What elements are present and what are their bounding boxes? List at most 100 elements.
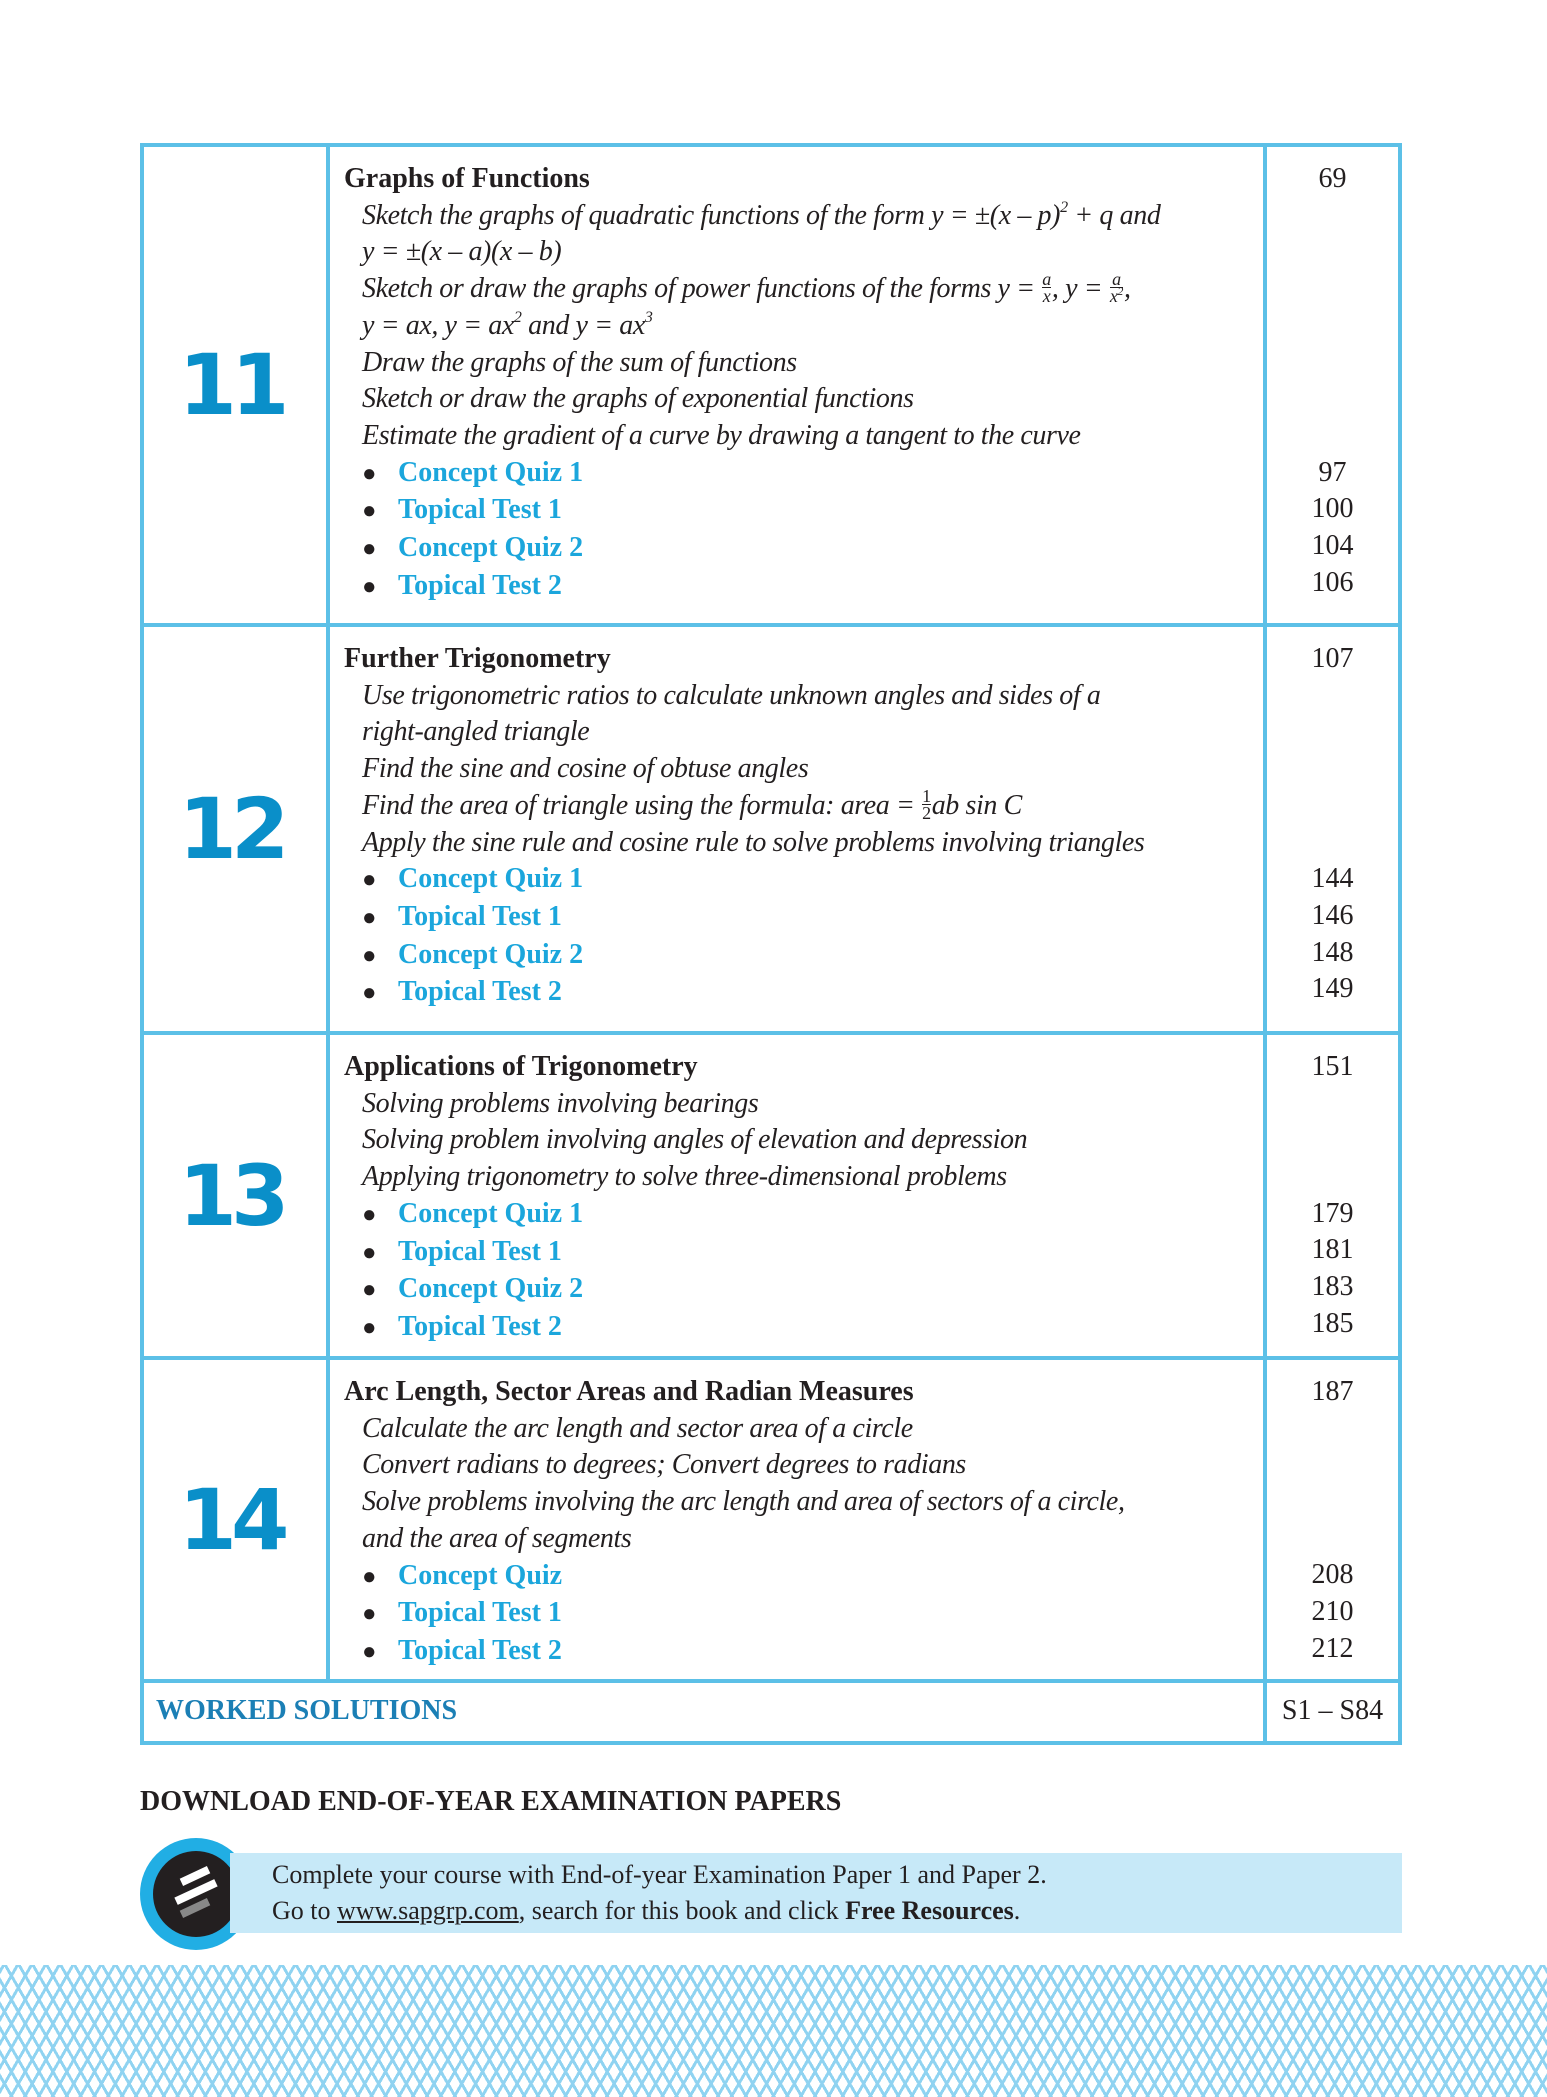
assessment-page: 179 [1311, 1197, 1354, 1229]
assessment-label: Concept Quiz 2 [398, 532, 584, 564]
free-resources-text: Free Resources [845, 1896, 1014, 1925]
assessment-page: 146 [1311, 899, 1354, 931]
middle-text: , search for this book and click [518, 1896, 846, 1925]
assessment-label: Topical Test 1 [398, 1235, 562, 1267]
chapter-page: 69 [1318, 163, 1347, 194]
objective: Calculate the arc length and sector area… [362, 1412, 913, 1444]
objective: y = ax, y = ax2 and y = ax3 [362, 308, 653, 341]
chapter-title[interactable]: Arc Length, Sector Areas and Radian Meas… [344, 1376, 914, 1407]
objective: Estimate the gradient of a curve by draw… [362, 419, 1081, 451]
assessment-link[interactable]: ● Topical Test 2 [344, 568, 1251, 606]
assessment-link[interactable]: ● Topical Test 1 [344, 899, 1251, 937]
assessment-page: 183 [1311, 1271, 1354, 1303]
chapter-number: 12 [144, 627, 330, 1031]
objective: Sketch or draw the graphs of exponential… [362, 383, 914, 415]
page-spacer [1267, 1447, 1398, 1484]
go-to-text: Go to [272, 1896, 337, 1925]
assessment-link[interactable]: ● Concept Quiz 1 [344, 455, 1251, 493]
assessment-link[interactable]: ● Concept Quiz 2 [344, 937, 1251, 975]
assessment-link[interactable]: ● Concept Quiz [344, 1558, 1251, 1596]
page-spacer [1267, 271, 1398, 308]
page-numbers: 107 144 146 148 149 [1267, 627, 1398, 1031]
assessment-page: 181 [1311, 1234, 1354, 1266]
page-spacer [1267, 1122, 1398, 1159]
website-link[interactable]: www.sapgrp.com [337, 1896, 519, 1925]
worked-solutions-row[interactable]: WORKED SOLUTIONS S1 – S84 [144, 1683, 1398, 1745]
objective: Find the sine and cosine of obtuse angle… [362, 753, 809, 785]
objective: Find the area of triangle using the form… [362, 785, 1022, 823]
bullet-icon: ● [362, 536, 377, 563]
assessment-page: 212 [1311, 1632, 1354, 1664]
page-spacer [1267, 1086, 1398, 1123]
assessment-page: 149 [1311, 973, 1354, 1005]
assessment-label: Topical Test 2 [398, 1310, 562, 1342]
objective: Use trigonometric ratios to calculate un… [362, 679, 1101, 711]
objective: Applying trigonometry to solve three-dim… [362, 1161, 1007, 1193]
assessment-label: Concept Quiz 1 [398, 1197, 584, 1229]
chapter-row-12: 12 Further Trigonometry Use trigonometric … [144, 627, 1398, 1035]
assessment-label: Concept Quiz 2 [398, 1273, 584, 1305]
assessment-page: 106 [1311, 566, 1354, 598]
assessment-page: 208 [1311, 1559, 1354, 1591]
end-text: . [1013, 1896, 1021, 1925]
assessment-link[interactable]: ● Topical Test 1 [344, 492, 1251, 530]
decorative-crosshatch-pattern [0, 1965, 1547, 2097]
chapter-row-11: 11 Graphs of Functions Sketch the graphs o… [144, 147, 1398, 627]
page-numbers: 187 208 210 212 [1267, 1360, 1398, 1679]
chapter-contents: Graphs of Functions Sketch the graphs of … [330, 147, 1267, 623]
page-spacer [1267, 308, 1398, 345]
page-spacer [1267, 344, 1398, 381]
bullet-icon: ● [362, 498, 377, 525]
page-spacer [1267, 824, 1398, 861]
objective: right-angled triangle [362, 716, 590, 748]
page-spacer [1267, 714, 1398, 751]
bullet-icon: ● [362, 980, 377, 1007]
objective: Apply the sine rule and cosine rule to s… [362, 826, 1145, 858]
fraction: a x2 [1109, 269, 1124, 307]
bullet-icon: ● [362, 1638, 377, 1665]
chapter-contents: Further Trigonometry Use trigonometric ra… [330, 627, 1267, 1031]
page-spacer [1267, 381, 1398, 418]
objective: y = ±(x – a)(x – b) [362, 236, 562, 268]
download-line-1: Complete your course with End-of-year Ex… [272, 1860, 1047, 1889]
assessment-link[interactable]: ● Concept Quiz 1 [344, 861, 1251, 899]
objective: and the area of segments [362, 1522, 632, 1554]
download-heading: DOWNLOAD END-OF-YEAR EXAMINATION PAPERS [140, 1786, 842, 1817]
assessment-label: Concept Quiz 2 [398, 938, 584, 970]
page-spacer [1267, 1159, 1398, 1196]
objective: Solving problems involving bearings [362, 1087, 759, 1119]
bullet-icon: ● [362, 1239, 377, 1266]
chapter-page: 151 [1311, 1051, 1354, 1082]
assessment-label: Topical Test 1 [398, 900, 562, 932]
page-spacer [1267, 1521, 1398, 1558]
chapter-title[interactable]: Graphs of Functions [344, 163, 590, 194]
bullet-icon: ● [362, 573, 377, 600]
page-spacer [1267, 234, 1398, 271]
assessment-link[interactable]: ● Topical Test 2 [344, 1633, 1251, 1671]
chapter-page: 107 [1311, 643, 1354, 674]
objective: Solving problem involving angles of elev… [362, 1124, 1028, 1156]
assessment-label: Topical Test 2 [398, 976, 562, 1008]
objective: Sketch or draw the graphs of power funct… [362, 269, 1131, 307]
chapter-row-13: 13 Applications of Trigonometry Solving pr… [144, 1035, 1398, 1360]
assessment-link[interactable]: ● Concept Quiz 1 [344, 1196, 1251, 1234]
chapter-contents: Arc Length, Sector Areas and Radian Meas… [330, 1360, 1267, 1679]
chapter-title[interactable]: Applications of Trigonometry [344, 1051, 698, 1082]
worked-solutions-label[interactable]: WORKED SOLUTIONS [144, 1683, 1267, 1741]
page-spacer [1267, 678, 1398, 715]
assessment-label: Concept Quiz [398, 1559, 563, 1591]
assessment-link[interactable]: ● Topical Test 2 [344, 1309, 1251, 1347]
page-spacer [1267, 418, 1398, 455]
assessment-link[interactable]: ● Topical Test 1 [344, 1234, 1251, 1272]
assessment-link[interactable]: ● Topical Test 2 [344, 974, 1251, 1012]
objective: Solve problems involving the arc length … [362, 1486, 1125, 1518]
assessment-page: 104 [1311, 529, 1354, 561]
bullet-icon: ● [362, 1563, 377, 1590]
page-spacer [1267, 198, 1398, 235]
chapter-page: 187 [1311, 1376, 1354, 1407]
chapter-title[interactable]: Further Trigonometry [344, 643, 611, 674]
assessment-link[interactable]: ● Concept Quiz 2 [344, 1271, 1251, 1309]
assessment-link[interactable]: ● Topical Test 1 [344, 1595, 1251, 1633]
assessment-link[interactable]: ● Concept Quiz 2 [344, 530, 1251, 568]
